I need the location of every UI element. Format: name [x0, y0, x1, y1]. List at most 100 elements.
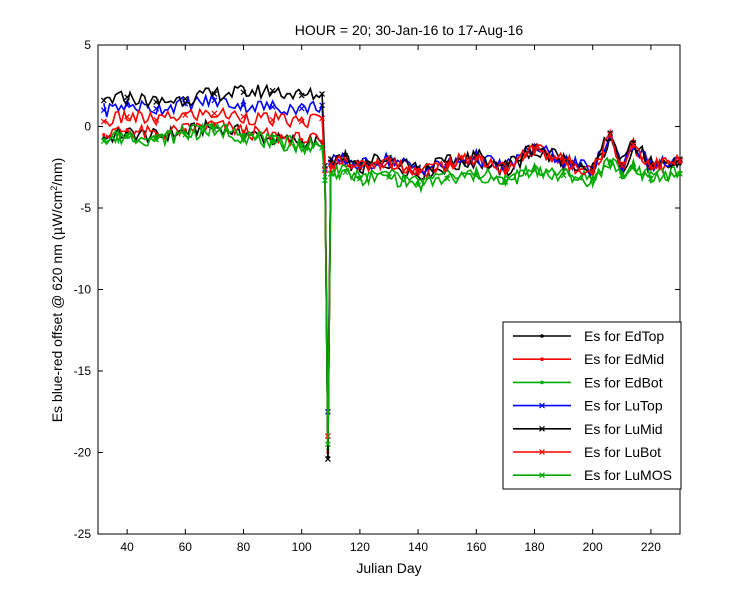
series-5-point-14 [386, 157, 392, 164]
legend-label-1: Es for EdMid [584, 351, 664, 367]
series-6-point-5 [240, 133, 247, 140]
series-5-point-8 [319, 115, 325, 122]
series-6-point-11 [327, 170, 334, 177]
legend-entry-1: Es for EdMid [513, 351, 664, 367]
series-6-point-19 [531, 167, 538, 174]
y-axis-label: Es blue-red offset @ 620 nm (μW/cm2/nm) [49, 158, 66, 423]
series-line-5 [103, 106, 681, 437]
y-tick-label--25: -25 [74, 527, 92, 541]
series-1-point-0 [102, 133, 106, 137]
series-6-point-23 [618, 172, 625, 179]
series-4-point-6 [269, 87, 276, 94]
series-1-point-1 [125, 128, 129, 132]
legend-entry-5: Es for LuBot [513, 444, 661, 460]
series-3-point-5 [240, 102, 247, 109]
x-tick-label-100: 100 [292, 540, 312, 554]
series-layer [100, 83, 683, 462]
legend-marker-4 [539, 425, 545, 432]
legend-label-2: Es for EdBot [584, 374, 663, 390]
legend-label-5: Es for LuBot [584, 444, 661, 460]
series-4-point-8 [319, 90, 325, 97]
series-4-point-5 [240, 89, 247, 96]
series-6 [100, 121, 683, 448]
series-3-point-4 [211, 97, 218, 104]
series-6-point-20 [560, 172, 567, 179]
series-4-point-10 [324, 456, 331, 462]
series-6-point-17 [473, 172, 480, 179]
series-5-point-19 [531, 144, 538, 151]
y-axis: -25 -20 -15 -10 -5 0 5 [74, 38, 680, 541]
series-6-point-3 [182, 131, 189, 138]
series-5-point-20 [560, 157, 567, 164]
series-5-point-1 [124, 113, 131, 120]
series-4 [100, 83, 683, 462]
series-5-point-25 [647, 162, 654, 169]
series-6-point-22 [607, 159, 614, 166]
series-1-point-7 [300, 137, 304, 142]
series-6-point-15 [415, 182, 422, 189]
series-line-3 [103, 93, 681, 412]
legend-marker-6 [539, 472, 545, 479]
legend-marker-2 [540, 380, 544, 385]
series-3-point-2 [153, 105, 160, 112]
series-6-point-10 [324, 441, 331, 448]
series-3-point-0 [100, 107, 107, 114]
series-4-point-11 [327, 156, 334, 163]
y-axis-label-suffix: /nm) [49, 158, 65, 186]
series-6-point-13 [356, 175, 363, 182]
y-tick-label--20: -20 [74, 446, 92, 460]
x-tick-label-180: 180 [524, 540, 544, 554]
series-4-point-0 [100, 97, 107, 104]
series-6-point-8 [319, 144, 325, 151]
legend-marker-3 [539, 402, 545, 409]
series-6-point-21 [589, 177, 596, 184]
series-5-point-16 [444, 161, 451, 167]
x-axis-label: Julian Day [356, 560, 421, 576]
legend-entry-6: Es for LuMOS [513, 467, 672, 483]
legend-marker-0 [540, 334, 544, 338]
series-6-point-12 [342, 169, 349, 176]
series-6-point-26 [677, 170, 683, 177]
series-6-point-16 [444, 175, 451, 182]
series-5-point-5 [240, 113, 247, 120]
series-4-point-3 [182, 95, 189, 102]
series-5-point-4 [211, 110, 218, 117]
series-4-point-4 [211, 90, 218, 97]
legend-label-4: Es for LuMid [584, 421, 663, 437]
y-tick-label--10: -10 [74, 283, 92, 297]
x-tick-label-220: 220 [641, 540, 661, 554]
legend-entry-0: Es for EdTop [513, 328, 664, 344]
x-tick-label-140: 140 [408, 540, 428, 554]
chart-title: HOUR = 20; 30-Jan-16 to 17-Aug-16 [295, 22, 524, 38]
x-tick-label-120: 120 [350, 540, 370, 554]
series-5-point-12 [342, 156, 349, 163]
y-tick-label-0: 0 [84, 120, 91, 134]
series-5-point-3 [182, 112, 189, 119]
series-5-point-6 [269, 117, 276, 123]
series-5 [100, 106, 683, 440]
x-axis: 40 60 80 100 120 140 160 180 200 220 [120, 45, 661, 554]
series-6-point-0 [100, 138, 107, 145]
series-5-point-21 [589, 167, 596, 174]
series-6-point-4 [211, 126, 218, 133]
series-4-point-7 [298, 92, 305, 99]
legend-entry-2: Es for EdBot [513, 374, 663, 390]
series-line-4 [103, 83, 681, 460]
x-tick-label-60: 60 [179, 540, 193, 554]
x-tick-label-80: 80 [237, 540, 251, 554]
series-5-point-24 [630, 141, 637, 148]
series-1-point-5 [241, 129, 246, 133]
series-6-point-24 [630, 164, 637, 171]
legend-label-6: Es for LuMOS [584, 467, 672, 483]
series-4-point-22 [607, 130, 614, 136]
series-6-point-7 [298, 143, 305, 149]
y-tick-label--5: -5 [80, 201, 91, 215]
legend: Es for EdTop Es for EdMid Es for EdBot Es f… [502, 321, 682, 490]
legend-label-0: Es for EdTop [584, 328, 664, 344]
series-6-point-1 [124, 133, 131, 140]
series-line-6 [103, 121, 681, 445]
series-5-point-15 [415, 167, 422, 174]
series-4-point-1 [124, 94, 131, 101]
y-axis-label-mid: W/cm [49, 191, 65, 227]
